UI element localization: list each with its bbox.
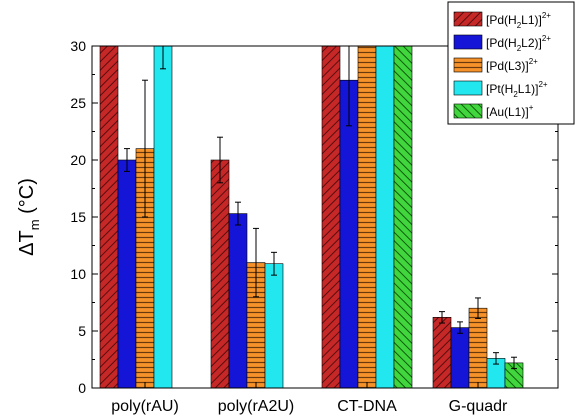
legend-label-part: [Pd(H — [486, 13, 517, 27]
legend-swatch — [453, 34, 483, 50]
y-axis-title-subscript: m — [27, 219, 42, 230]
x-category-label: CT-DNA — [337, 398, 397, 415]
legend-label-part: L1)] — [518, 82, 539, 96]
bar — [210, 159, 230, 389]
legend-label-part: [Au(L1)] — [486, 105, 529, 119]
bar — [339, 79, 359, 389]
y-tick-label: 15 — [70, 209, 86, 225]
y-tick-label: 20 — [70, 152, 86, 168]
legend-label-part: + — [529, 103, 534, 112]
bar — [393, 45, 413, 389]
legend: [Pd(H2L1)]2+[Pd(H2L2)]2+[Pd(L3)]2+[Pt(H2… — [447, 1, 575, 125]
legend-label-part: 2 — [513, 90, 518, 99]
legend-label: [Pd(H2L2)]2+ — [486, 34, 551, 53]
legend-label-part: L2)] — [521, 36, 542, 50]
legend-label: [Pt(H2L1)]2+ — [486, 80, 548, 99]
y-tick-label: 25 — [70, 95, 86, 111]
bar — [450, 327, 470, 389]
legend-label-part: L1)] — [521, 13, 542, 27]
y-tick-label: 10 — [70, 266, 86, 282]
x-category-label: G-quadr — [449, 398, 508, 415]
legend-label-part: [Pd(L3)] — [486, 59, 529, 73]
legend-label: [Pd(L3)]2+ — [486, 57, 538, 73]
y-tick-label: 30 — [70, 38, 86, 54]
y-axis-title-unit: (°C) — [16, 178, 38, 219]
y-tick-label: 0 — [78, 380, 86, 396]
bar — [321, 45, 341, 389]
bar — [153, 45, 173, 389]
bar — [375, 45, 395, 389]
bar — [264, 263, 284, 389]
bar — [432, 316, 452, 389]
legend-label-part: 2 — [517, 21, 522, 30]
legend-swatch — [453, 80, 483, 96]
x-category-label: poly(rAU) — [111, 398, 179, 415]
x-category-label: poly(rA2U) — [218, 398, 294, 415]
legend-label-part: 2+ — [542, 34, 551, 43]
y-tick-label: 5 — [78, 323, 86, 339]
axes: 0 5 10 15 20 25 30 poly(rAU) poly(rA2U) CT-DNA G-q… — [70, 38, 559, 415]
legend-label: [Pd(H2L1)]2+ — [486, 11, 551, 30]
bar — [117, 159, 137, 389]
legend-label-part: 2+ — [542, 11, 551, 20]
legend-label-part: 2+ — [538, 80, 547, 89]
legend-swatch — [453, 11, 483, 27]
y-axis-title-main: ΔT — [16, 230, 38, 256]
bar — [99, 45, 119, 389]
legend-swatch — [453, 103, 483, 119]
legend-label-part: 2+ — [529, 57, 538, 66]
bar — [228, 213, 248, 389]
bar — [357, 45, 377, 389]
y-axis-title: ΔTm (°C) — [16, 178, 42, 256]
bar — [468, 307, 488, 389]
legend-label-part: 2 — [517, 44, 522, 53]
legend-swatch — [453, 57, 483, 73]
legend-label-part: [Pt(H — [486, 82, 513, 96]
legend-label: [Au(L1)]+ — [486, 103, 534, 119]
legend-label-part: [Pd(H — [486, 36, 517, 50]
